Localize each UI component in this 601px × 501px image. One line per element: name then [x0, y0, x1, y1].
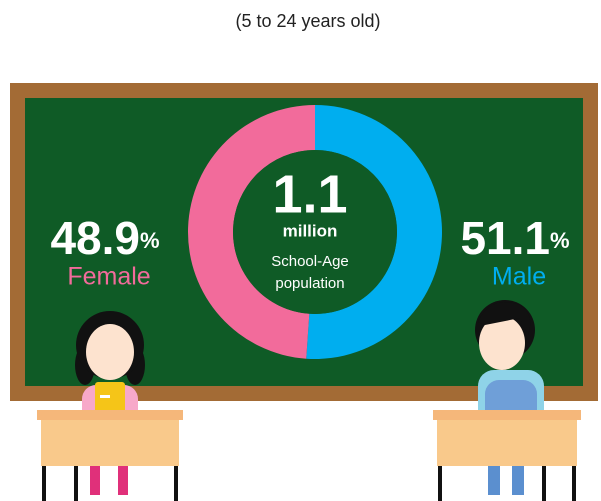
- center-caption: School-Age: [271, 253, 349, 270]
- donut-hole: [233, 150, 397, 314]
- center-unit: million: [283, 221, 338, 240]
- donut-segment: [306, 105, 443, 359]
- category-label: Male: [492, 263, 546, 291]
- center-caption: population: [275, 275, 344, 292]
- donut-segment: [188, 105, 315, 359]
- category-label: Female: [67, 263, 150, 291]
- donut: [188, 105, 443, 359]
- value-label: 51.1%: [460, 212, 569, 264]
- subtitle: (5 to 24 years old): [235, 11, 380, 31]
- desk-right: [433, 410, 581, 501]
- center-value: 1.1: [272, 164, 347, 224]
- value-label: 48.9%: [50, 212, 159, 264]
- desk-left: [37, 410, 183, 501]
